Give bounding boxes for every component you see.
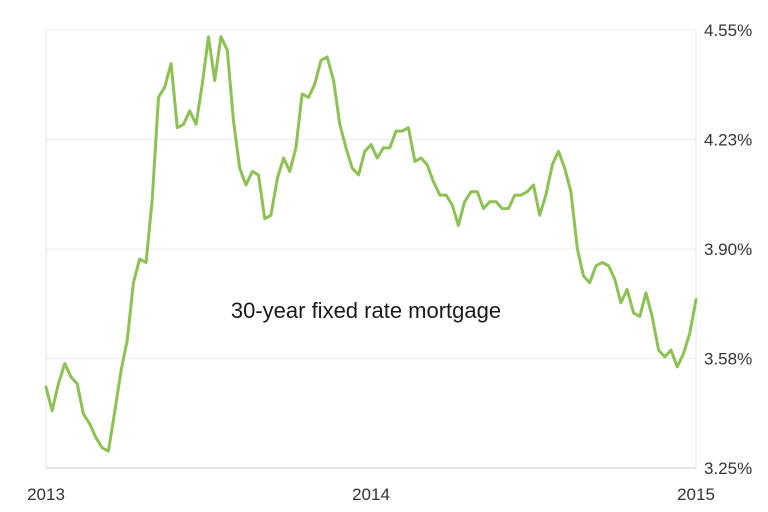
y-tick-label: 3.58%	[704, 350, 752, 369]
series-layer	[44, 35, 698, 453]
y-tick-label: 3.25%	[704, 459, 752, 478]
y-tick-labels: 3.25% 3.58% 3.90% 4.23% 4.55%	[704, 21, 752, 478]
y-tick-label: 4.23%	[704, 131, 752, 150]
y-tick-label: 4.55%	[704, 21, 752, 40]
x-tick-label: 2015	[677, 485, 715, 504]
grid-lines	[46, 29, 696, 359]
axes	[45, 30, 697, 469]
y-tick-label: 3.90%	[704, 240, 752, 259]
x-tick-label: 2013	[27, 485, 65, 504]
annotation-label: 30-year fixed rate mortgage	[231, 298, 501, 323]
x-tick-label: 2014	[352, 485, 390, 504]
x-tick-labels: 2013 2014 2015	[27, 485, 715, 504]
annotation-background	[190, 280, 572, 346]
series-line	[44, 35, 698, 453]
